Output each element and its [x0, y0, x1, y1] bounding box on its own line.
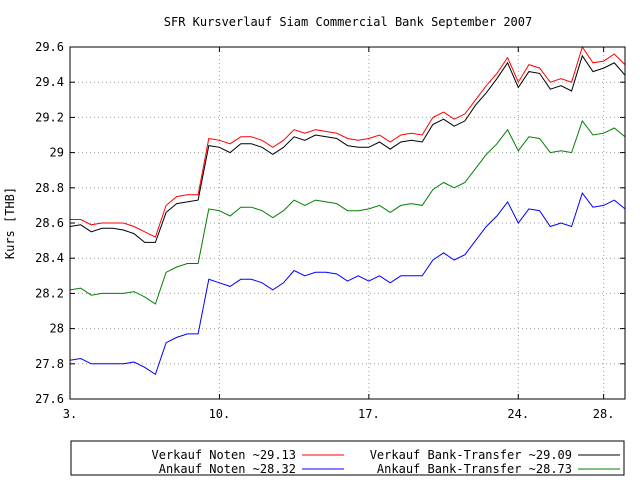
x-tick-label: 10. — [209, 407, 231, 421]
legend-label: Verkauf Bank-Transfer ~29.09 — [370, 448, 572, 462]
y-tick-label: 28.8 — [35, 181, 64, 195]
y-tick-label: 29.4 — [35, 75, 64, 89]
series-line-4 — [69, 119, 626, 305]
plot-border — [69, 46, 626, 400]
y-axis-label: Kurs [THB] — [3, 187, 17, 259]
y-tick-label: 27.8 — [35, 357, 64, 371]
y-tick-label: 28.2 — [35, 286, 64, 300]
legend-label: Ankauf Bank-Transfer ~28.73 — [377, 462, 572, 476]
y-tick-label: 29.2 — [35, 110, 64, 124]
x-tick-label: 17. — [358, 407, 380, 421]
x-tick-label: 24. — [507, 407, 529, 421]
x-tick-label: 3. — [63, 407, 77, 421]
y-tick-label: 28.4 — [35, 251, 64, 265]
legend-label: Ankauf Noten ~28.32 — [159, 462, 296, 476]
series-line-3 — [69, 192, 626, 376]
series-lines — [69, 45, 626, 376]
legend-label: Verkauf Noten ~29.13 — [152, 448, 297, 462]
series-line-1 — [70, 45, 626, 238]
y-tick-label: 27.6 — [35, 392, 64, 406]
y-tick-label: 29.6 — [35, 40, 64, 54]
legend: Verkauf Noten ~29.13 Verkauf Bank-Transfe… — [70, 440, 625, 476]
grid — [70, 47, 625, 399]
legend-box — [70, 440, 625, 476]
y-tick-label: 28 — [50, 322, 64, 336]
x-tick-label: 28. — [593, 407, 615, 421]
axes: 27.6 27.8 28 28.2 28.4 28.6 28.8 29 29.2 29.4 29.6… — [35, 40, 625, 421]
series-line-2 — [69, 54, 626, 243]
y-tick-label: 29 — [50, 146, 64, 160]
chart-title: SFR Kursverlauf Siam Commercial Bank Sep… — [164, 15, 532, 29]
y-tick-label: 28.6 — [35, 216, 64, 230]
